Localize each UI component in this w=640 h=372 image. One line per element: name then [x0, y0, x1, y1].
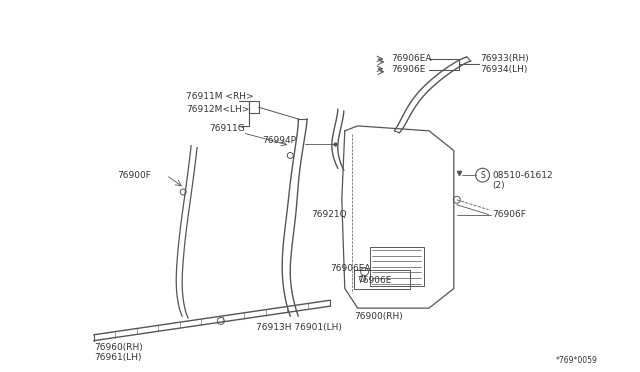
Text: 76933(RH): 76933(RH) [481, 54, 529, 64]
Text: 76961(LH): 76961(LH) [94, 353, 141, 362]
Text: 76906E: 76906E [392, 65, 426, 74]
Text: *769*0059: *769*0059 [556, 356, 598, 365]
Text: 76906EA: 76906EA [330, 264, 371, 273]
Text: 76900(RH): 76900(RH) [355, 311, 403, 321]
Text: 08510-61612: 08510-61612 [493, 171, 553, 180]
Text: 76906F: 76906F [493, 210, 526, 219]
Text: 76911G: 76911G [209, 124, 244, 134]
Text: S: S [480, 171, 485, 180]
Text: 76934(LH): 76934(LH) [481, 65, 528, 74]
Text: 76994P: 76994P [262, 136, 296, 145]
Text: 76921Q: 76921Q [311, 210, 347, 219]
Bar [369, 247, 424, 286]
Text: 76912M<LH>: 76912M<LH> [186, 105, 250, 114]
Text: 76900F: 76900F [116, 171, 150, 180]
Text: 76906E: 76906E [358, 276, 392, 285]
Text: 76911M <RH>: 76911M <RH> [186, 92, 254, 101]
Text: 76960(RH): 76960(RH) [94, 343, 143, 352]
Text: (2): (2) [493, 180, 505, 189]
Text: 76913H 76901(LH): 76913H 76901(LH) [255, 323, 341, 332]
Text: 76906EA: 76906EA [392, 54, 432, 64]
